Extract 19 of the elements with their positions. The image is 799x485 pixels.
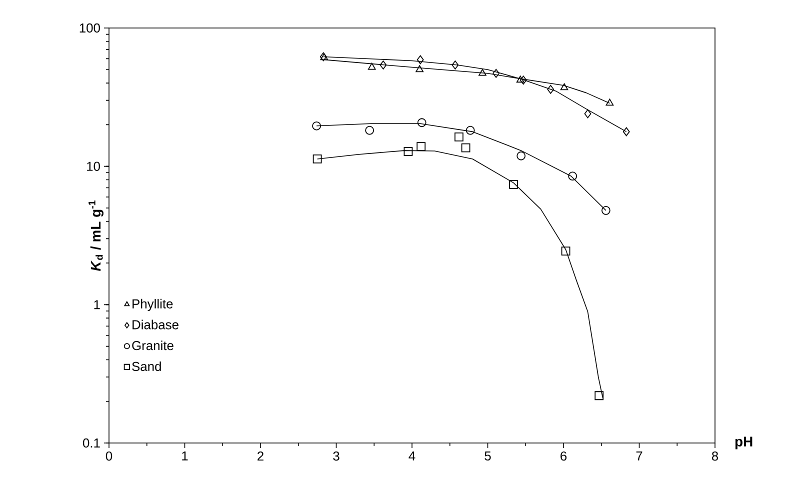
y-axis-title: K$_{d}$ / mL g$^{-1}$ (88, 200, 104, 271)
x-tick-label: 0 (106, 451, 112, 461)
y-tick-label: 1 (94, 300, 100, 310)
x-tick-label: 1 (182, 452, 188, 460)
x-tick-label: 4 (408, 452, 416, 460)
x-axis-title: pH (735, 436, 752, 450)
legend-label: Sand (132, 362, 161, 372)
legend-label: Phyllite (132, 298, 173, 312)
x-tick-label: 5 (484, 452, 491, 461)
x-tick-label: 6 (560, 451, 567, 461)
y-tick-label: 10 (87, 162, 100, 171)
x-tick-label: 3 (333, 451, 340, 461)
legend-label: Granite (132, 340, 174, 350)
x-tick-label: 8 (712, 451, 718, 461)
x-tick-label: 7 (636, 452, 642, 460)
legend-label: Diabase (132, 320, 178, 330)
y-tick-label: 100 (80, 23, 100, 33)
y-tick-label: 0.1 (82, 438, 100, 448)
x-tick-label: 2 (258, 451, 264, 461)
